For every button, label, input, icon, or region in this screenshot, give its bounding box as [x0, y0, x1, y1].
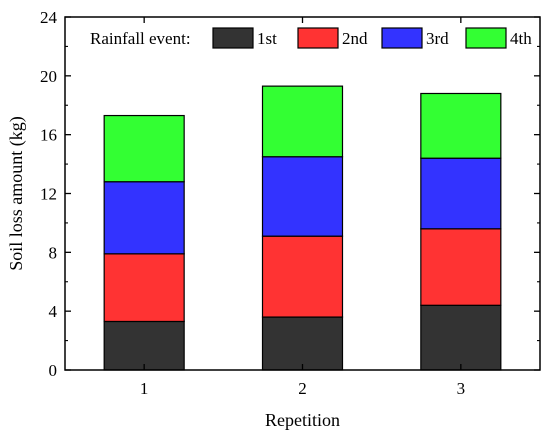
legend-label-1st: 1st	[257, 29, 277, 48]
y-tick-label: 8	[49, 243, 58, 262]
x-tick-label: 3	[457, 379, 466, 398]
bar-rep1-3rd	[103, 181, 185, 255]
y-tick-label: 12	[40, 185, 57, 204]
legend-title: Rainfall event:	[90, 29, 191, 48]
bar-rep3-3rd	[420, 157, 502, 230]
legend-swatch-4th	[465, 27, 507, 49]
bar-rep2-4th	[261, 85, 344, 158]
bars-layer	[103, 85, 502, 371]
bar-rep1-4th	[103, 114, 185, 183]
legend-label-3rd: 3rd	[426, 29, 449, 48]
y-tick-label: 16	[40, 126, 57, 145]
bar-rep1-1st	[103, 320, 185, 371]
x-tick-label: 1	[140, 379, 149, 398]
y-tick-label: 24	[40, 8, 58, 27]
y-tick-label: 4	[49, 302, 58, 321]
bar-rep1-2nd	[103, 253, 185, 323]
bar-rep2-2nd	[261, 235, 344, 318]
legend-swatch-1st	[212, 27, 254, 49]
bar-rep3-4th	[420, 92, 502, 159]
x-tick-label: 2	[298, 379, 307, 398]
bar-rep2-3rd	[261, 156, 344, 237]
y-tick-label: 20	[40, 67, 57, 86]
bar-rep3-2nd	[420, 228, 502, 306]
legend-label-4th: 4th	[510, 29, 532, 48]
y-tick-label: 0	[49, 361, 58, 380]
y-axis-label: Soil loss amount (kg)	[6, 116, 27, 271]
bar-rep3-1st	[420, 304, 502, 371]
legend: Rainfall event: 1st 2nd 3rd 4th	[90, 27, 532, 49]
bar-rep2-1st	[261, 316, 344, 371]
legend-swatch-3rd	[381, 27, 423, 49]
legend-label-2nd: 2nd	[342, 29, 368, 48]
legend-swatch-2nd	[297, 27, 339, 49]
x-axis-label: Repetition	[265, 410, 340, 430]
